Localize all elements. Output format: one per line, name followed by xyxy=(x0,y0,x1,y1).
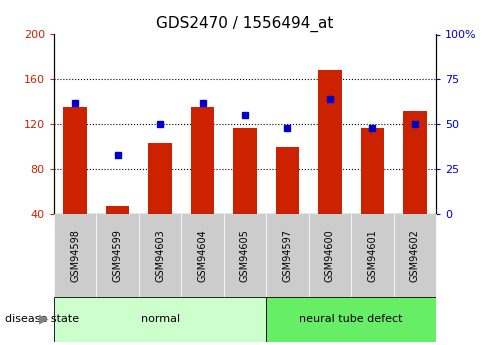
Text: neural tube defect: neural tube defect xyxy=(299,314,403,324)
Text: ▶: ▶ xyxy=(39,313,49,326)
Text: GSM94601: GSM94601 xyxy=(368,229,377,282)
Text: GSM94600: GSM94600 xyxy=(325,229,335,282)
Bar xyxy=(276,147,299,214)
Bar xyxy=(106,206,129,214)
FancyBboxPatch shape xyxy=(224,214,266,297)
FancyBboxPatch shape xyxy=(97,214,139,297)
Text: GSM94605: GSM94605 xyxy=(240,229,250,282)
FancyBboxPatch shape xyxy=(139,214,181,297)
Text: GSM94602: GSM94602 xyxy=(410,229,420,282)
FancyBboxPatch shape xyxy=(266,297,436,342)
Text: GSM94599: GSM94599 xyxy=(113,229,122,282)
Text: normal: normal xyxy=(141,314,180,324)
Bar xyxy=(403,111,426,214)
Bar xyxy=(233,128,257,214)
Bar xyxy=(361,128,384,214)
Text: GSM94603: GSM94603 xyxy=(155,229,165,282)
FancyBboxPatch shape xyxy=(266,214,309,297)
FancyBboxPatch shape xyxy=(351,214,393,297)
Bar xyxy=(64,107,87,214)
FancyBboxPatch shape xyxy=(181,214,224,297)
Text: GSM94598: GSM94598 xyxy=(70,229,80,282)
Title: GDS2470 / 1556494_at: GDS2470 / 1556494_at xyxy=(156,16,334,32)
FancyBboxPatch shape xyxy=(54,214,97,297)
Bar xyxy=(191,107,214,214)
Text: GSM94604: GSM94604 xyxy=(197,229,208,282)
Bar xyxy=(318,70,342,214)
FancyBboxPatch shape xyxy=(54,297,266,342)
FancyBboxPatch shape xyxy=(309,214,351,297)
Text: GSM94597: GSM94597 xyxy=(282,229,293,282)
Text: disease state: disease state xyxy=(5,314,79,324)
Bar xyxy=(148,143,172,214)
FancyBboxPatch shape xyxy=(393,214,436,297)
